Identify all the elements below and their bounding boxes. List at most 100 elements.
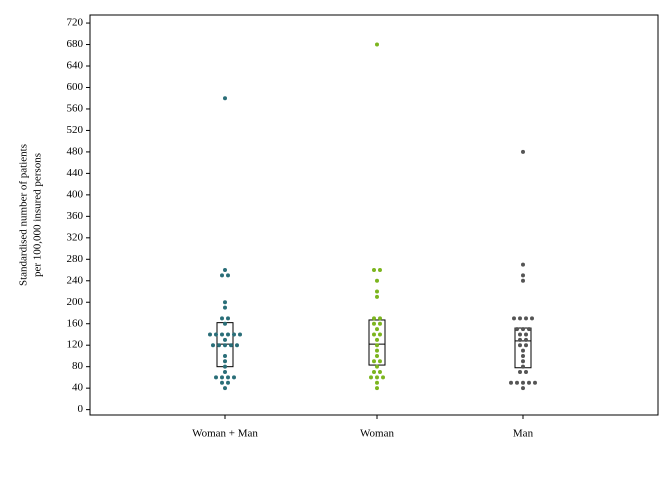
dot [232, 332, 236, 337]
dot [378, 268, 382, 273]
y-tick-label: 0 [78, 403, 84, 415]
dot [223, 268, 227, 273]
dot [375, 364, 379, 369]
y-tick-label: 400 [67, 188, 84, 200]
dot [375, 278, 379, 283]
dot [226, 332, 230, 337]
dot [524, 337, 528, 342]
dot [375, 337, 379, 342]
dot [378, 359, 382, 364]
dot [527, 380, 531, 385]
dot [208, 332, 212, 337]
dot [524, 370, 528, 375]
dot [521, 380, 525, 385]
y-tick-label: 160 [67, 317, 84, 329]
dot [378, 332, 382, 337]
dot [226, 316, 230, 321]
y-tick-label: 360 [67, 210, 84, 222]
dot [378, 321, 382, 326]
y-label-line: per 100,000 insured persons [32, 153, 44, 277]
dot [223, 337, 227, 342]
y-tick-label: 680 [67, 38, 84, 50]
dot [378, 316, 382, 321]
dot [220, 316, 224, 321]
y-tick-label: 640 [67, 60, 84, 72]
dot [220, 375, 224, 380]
x-tick-label: Woman + Man [192, 428, 258, 440]
dot [223, 300, 227, 305]
y-tick-label: 280 [67, 253, 84, 265]
dot [521, 353, 525, 358]
dot [375, 343, 379, 348]
dot [372, 370, 376, 375]
dot [524, 332, 528, 337]
dot [375, 42, 379, 47]
y-tick-label: 600 [67, 81, 84, 93]
dot [527, 327, 531, 332]
dot [518, 316, 522, 321]
dot [214, 332, 218, 337]
dot [229, 343, 233, 348]
dot [521, 348, 525, 353]
dot [518, 332, 522, 337]
dot [378, 370, 382, 375]
dot [375, 353, 379, 358]
dot [217, 343, 221, 348]
dot [375, 380, 379, 385]
dot [533, 380, 537, 385]
y-tick-label: 80 [72, 360, 84, 372]
dot [375, 386, 379, 391]
y-axis-title: Standardised number of patients per 100,… [18, 144, 44, 286]
dot [232, 375, 236, 380]
dot [211, 343, 215, 348]
dot [521, 278, 525, 283]
dot [223, 353, 227, 358]
dot [226, 380, 230, 385]
dot [223, 370, 227, 375]
dot [518, 343, 522, 348]
dot [220, 332, 224, 337]
dot [375, 375, 379, 380]
x-tick-label: Woman [360, 428, 394, 440]
dot [515, 380, 519, 385]
y-tick-label: 40 [72, 382, 84, 394]
dot [521, 327, 525, 332]
dot [238, 332, 242, 337]
dot [512, 316, 516, 321]
y-tick-label: 200 [67, 296, 84, 308]
dot [372, 321, 376, 326]
dot [226, 375, 230, 380]
dot [521, 262, 525, 267]
dot [369, 375, 373, 380]
dot [530, 316, 534, 321]
dot [372, 268, 376, 273]
dot [372, 332, 376, 337]
dot [518, 337, 522, 342]
x-tick-label: Man [513, 428, 534, 440]
plot-frame [89, 14, 659, 416]
dot [521, 149, 525, 154]
dot [509, 380, 513, 385]
dot [372, 316, 376, 321]
dot [223, 359, 227, 364]
dot [220, 273, 224, 278]
dot [375, 327, 379, 332]
dot [220, 380, 224, 385]
y-tick-label: 720 [67, 17, 84, 29]
dot [521, 359, 525, 364]
dot [521, 273, 525, 278]
y-tick-label: 120 [67, 339, 84, 351]
dot [223, 96, 227, 101]
y-label-line: Standardised number of patients [18, 144, 30, 286]
dot [375, 348, 379, 353]
dot [524, 343, 528, 348]
y-tick-label: 240 [67, 274, 84, 286]
y-tick-label: 520 [67, 124, 84, 136]
y-tick-label: 440 [67, 167, 84, 179]
dot [223, 343, 227, 348]
y-tick-label: 320 [67, 231, 84, 243]
y-tick-label: 480 [67, 145, 84, 157]
y-tick-label: 560 [67, 102, 84, 114]
dot [372, 359, 376, 364]
